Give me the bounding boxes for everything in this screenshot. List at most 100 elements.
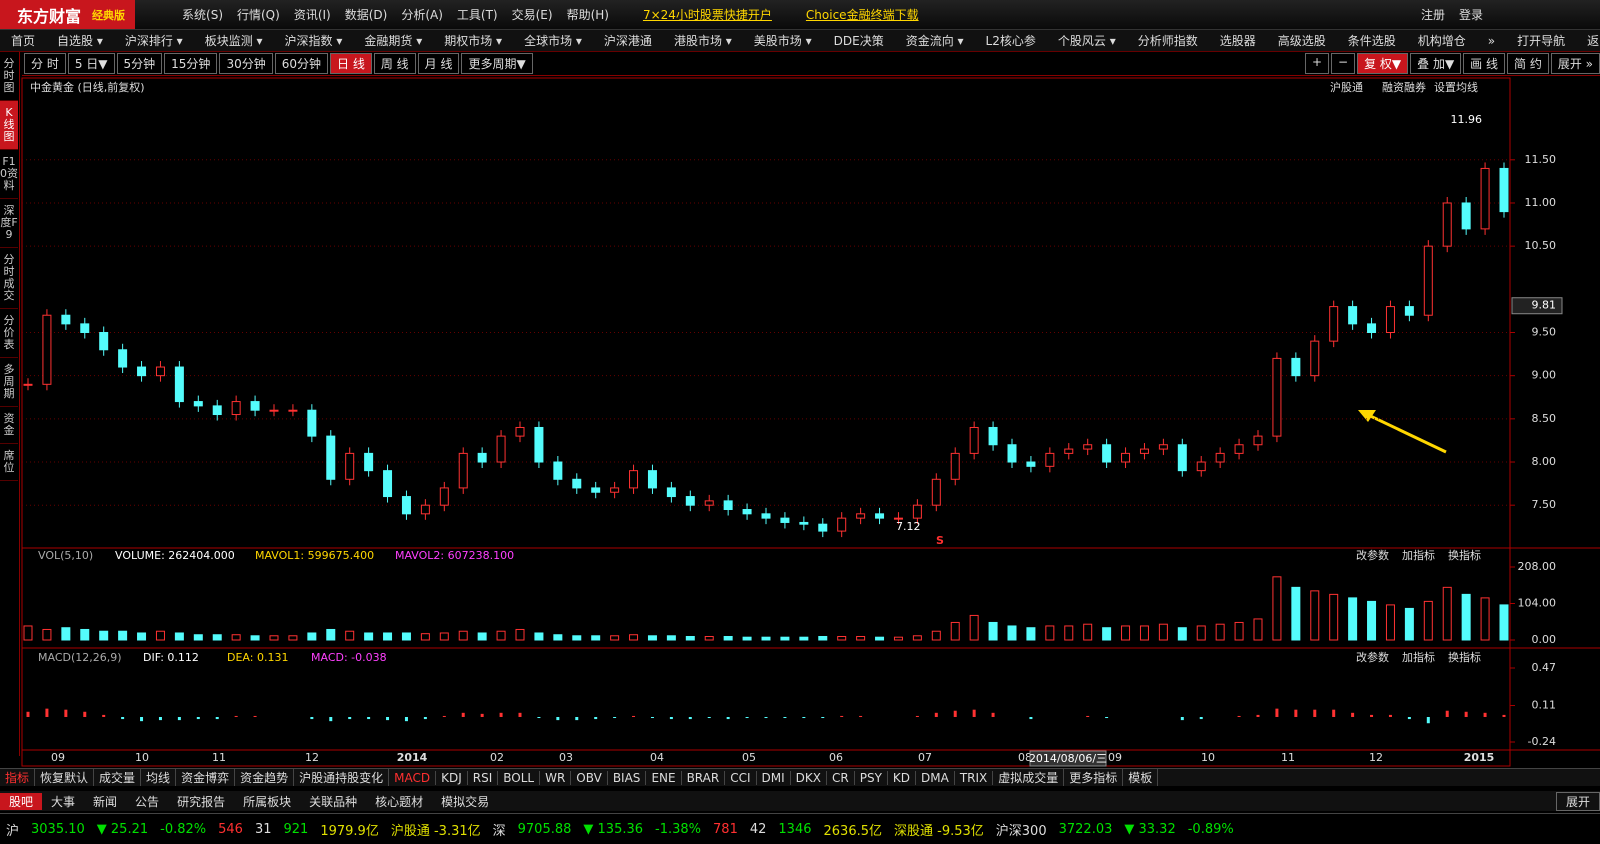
indicator-tab[interactable]: 均线 [141,769,177,786]
indicator-tab[interactable]: 虚拟成交量 [993,769,1065,786]
info-tab[interactable]: 公告 [135,794,160,809]
period-button[interactable]: 周 线 [373,53,416,74]
period-button[interactable]: 日 线 [330,53,372,74]
nav-item[interactable]: 沪深指数 ▾ [284,34,343,48]
indicator-tab[interactable]: DMA [916,770,955,785]
indicator-tab[interactable]: ENE [646,770,682,785]
tool-button[interactable]: 画 线 [1463,53,1505,74]
indicator-tab[interactable]: BIAS [608,770,647,785]
side-tab[interactable]: 分价表 [0,309,18,358]
indicator-tab[interactable]: OBV [571,770,608,785]
indicator-tab[interactable]: PSY [855,770,888,785]
indicator-tab[interactable]: 模板 [1123,769,1159,786]
volume-bar [950,621,960,641]
nav-item[interactable]: 全球市场 ▾ [524,34,582,48]
side-tab[interactable]: F10资料 [0,150,18,199]
indicator-tab[interactable]: 更多指标 [1064,769,1124,786]
side-tab[interactable]: 分时图 [0,52,18,101]
menu-item[interactable]: 行情(Q) [237,8,280,22]
period-button[interactable]: 分 时 [24,53,66,74]
nav-item[interactable]: 返回 [1587,34,1600,48]
info-tab[interactable]: 大事 [51,794,76,809]
info-tab[interactable]: 模拟交易 [441,794,490,809]
nav-item[interactable]: 期权市场 ▾ [444,34,503,48]
indicator-tab[interactable]: 恢复默认 [35,769,95,786]
side-tab[interactable]: 多周期 [0,358,18,407]
tool-button[interactable]: 复 权▼ [1357,53,1409,74]
period-button[interactable]: 月 线 [417,53,460,74]
indicator-tab[interactable]: BRAR [682,770,726,785]
menu-item[interactable]: 分析(A) [401,8,443,22]
nav-item[interactable]: 资金流向 ▾ [905,34,964,48]
indicator-tab[interactable]: CR [827,770,855,785]
indicator-tab[interactable]: TRIX [955,770,994,785]
side-tab[interactable]: K线图 [0,101,18,150]
nav-item[interactable]: 港股市场 ▾ [673,34,732,48]
nav-item[interactable]: 板块监测 ▾ [204,34,263,48]
indicator-tab[interactable]: 资金博弈 [176,769,236,786]
indicator-tab[interactable]: DKX [791,770,827,785]
nav-item[interactable]: 打开导航 [1517,34,1566,48]
indicator-tab[interactable]: 成交量 [94,769,142,786]
indicator-tab[interactable]: BOLL [498,770,541,785]
nav-item[interactable]: 机构增仓 [1417,34,1466,48]
indicator-tab[interactable]: KDJ [436,770,468,785]
tool-button[interactable]: 简 约 [1507,53,1549,74]
indicator-tab[interactable]: CCI [725,770,757,785]
menu-item[interactable]: 交易(E) [511,8,553,22]
indicator-tab[interactable]: KD [888,770,917,785]
promo-link[interactable]: Choice金融终端下载 [805,8,919,22]
indicator-tab[interactable]: 沪股通持股变化 [294,769,390,786]
menu-item[interactable]: 数据(D) [344,8,388,22]
nav-item[interactable]: 分析师指数 [1137,34,1198,48]
menu-item[interactable]: 工具(T) [456,8,498,22]
side-tab[interactable]: 深度F9 [0,199,18,248]
period-button[interactable]: 5 日▼ [67,53,115,74]
info-tab[interactable]: 新闻 [93,794,118,809]
nav-item[interactable]: 高级选股 [1277,34,1326,48]
indicator-tab[interactable]: 指标 [0,769,36,786]
info-tab[interactable]: 核心题材 [375,794,424,809]
indicator-tab[interactable]: WR [540,770,572,785]
promo-link[interactable]: 7×24小时股票快捷开户 [642,8,772,22]
period-button[interactable]: 更多周期▼ [461,53,533,74]
nav-item[interactable]: 金融期货 ▾ [364,34,423,48]
menu-item[interactable]: 帮助(H) [566,8,609,22]
menu-item[interactable]: 资讯(I) [293,8,331,22]
menu-item[interactable]: 系统(S) [182,8,223,22]
nav-item[interactable]: 沪深港通 [603,34,652,48]
indicator-tab[interactable]: DMI [757,770,791,785]
nav-item[interactable]: 美股市场 ▾ [753,34,812,48]
nav-item[interactable]: DDE决策 [833,34,884,48]
tool-button[interactable]: − [1331,53,1356,74]
nav-item[interactable]: » [1487,33,1496,48]
info-tab[interactable]: 股吧 [0,792,43,810]
tool-button[interactable]: + [1304,53,1330,74]
account-link[interactable]: 注册 [1420,8,1445,22]
side-tab[interactable]: 分时成交 [0,248,18,309]
nav-item[interactable]: 自选股 ▾ [57,34,103,48]
nav-item[interactable]: L2核心参 [985,34,1036,48]
nav-item[interactable]: 条件选股 [1347,34,1396,48]
indicator-tab[interactable]: 资金趋势 [235,769,295,786]
indicator-tab[interactable]: MACD [389,770,437,785]
period-button[interactable]: 60分钟 [274,53,328,74]
side-tab[interactable]: 资金 [0,407,18,444]
period-button[interactable]: 15分钟 [164,53,218,74]
period-button[interactable]: 5分钟 [116,53,163,74]
nav-item[interactable]: 沪深排行 ▾ [124,34,183,48]
tool-button[interactable]: 展开 » [1550,53,1600,74]
info-tab[interactable]: 关联品种 [309,794,358,809]
expand-button[interactable]: 展开 [1555,791,1600,811]
nav-item[interactable]: 选股器 [1219,34,1256,48]
info-tab[interactable]: 所属板块 [243,794,292,809]
account-link[interactable]: 登录 [1458,8,1483,22]
nav-item[interactable]: 首页 [11,34,36,48]
tool-button[interactable]: 叠 加▼ [1410,53,1462,74]
candle [401,496,411,515]
nav-item[interactable]: 个股风云 ▾ [1057,34,1116,48]
info-tab[interactable]: 研究报告 [177,794,226,809]
indicator-tab[interactable]: RSI [468,770,499,785]
period-button[interactable]: 30分钟 [219,53,273,74]
side-tab[interactable]: 席位 [0,444,18,481]
